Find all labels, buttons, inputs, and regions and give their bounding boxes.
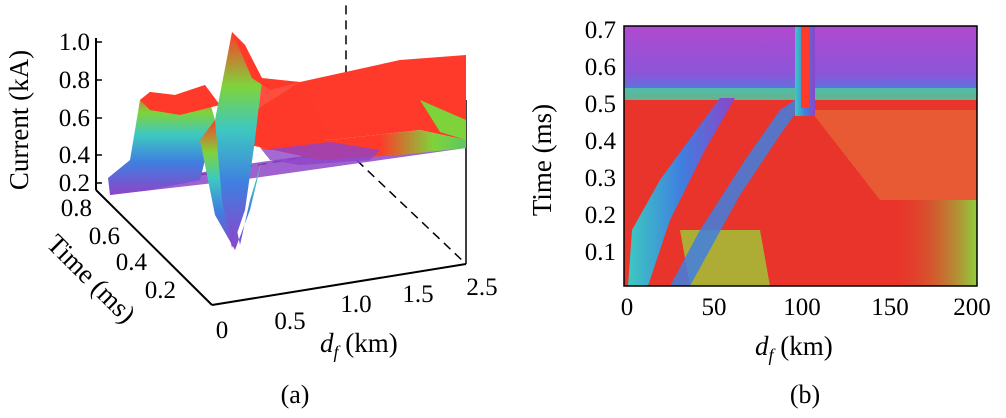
y-tick-label: 0.2 bbox=[585, 202, 616, 229]
panel-label-b: (b) bbox=[790, 380, 820, 409]
df-tick-label: 2.5 bbox=[466, 274, 497, 301]
surface-left-hill-top bbox=[140, 85, 220, 115]
time-axis-line bbox=[95, 189, 213, 306]
y-tick-label: 0.4 bbox=[585, 128, 617, 155]
panel-b: 0.1 0.2 0.3 0.4 0.5 0.6 0.7 Time (ms) 0 … bbox=[527, 17, 991, 409]
z-tick-label: 0.4 bbox=[59, 142, 91, 169]
y-tick-label: 0.7 bbox=[585, 17, 616, 44]
time-tick-label: 0.2 bbox=[145, 277, 176, 304]
heatmap bbox=[624, 26, 977, 286]
df-tick-label: 1.0 bbox=[340, 291, 371, 318]
time-tick-label: 0.6 bbox=[89, 223, 120, 250]
time-tick-label: 0.4 bbox=[116, 249, 148, 276]
x-tick-label: 0 bbox=[621, 294, 634, 321]
z-axis-title: Current (kA) bbox=[4, 50, 34, 190]
surface-right-edge-green bbox=[420, 100, 466, 140]
x-tick-label: 50 bbox=[702, 294, 727, 321]
df-tick-label: 1.5 bbox=[402, 281, 433, 308]
df-tick-label: 0 bbox=[216, 317, 229, 344]
surface-right-slope bbox=[255, 80, 330, 150]
df-axis-line bbox=[211, 263, 467, 306]
x-tick-label: 150 bbox=[871, 294, 909, 321]
surface-mesh bbox=[108, 32, 466, 250]
surface-front-purple bbox=[262, 142, 380, 165]
x-tick-label: 100 bbox=[783, 294, 821, 321]
heatmap-x-ticks: 0 50 100 150 200 bbox=[621, 294, 991, 321]
panel-a: 1.0 0.8 0.6 0.4 0.2 Current (kA) 0.8 0.6… bbox=[4, 0, 498, 409]
panel-label-a: (a) bbox=[281, 380, 310, 409]
y-tick-label: 0.5 bbox=[585, 91, 616, 118]
time-ticks: 0.8 0.6 0.4 0.2 bbox=[61, 195, 176, 304]
surface-main-peak-top bbox=[232, 32, 300, 90]
heatmap-frame bbox=[623, 25, 978, 287]
time-tick-label: 0.8 bbox=[61, 195, 92, 222]
heatmap-y-title: Time (ms) bbox=[527, 104, 557, 216]
heatmap-region-right-green bbox=[890, 200, 977, 286]
z-tick-label: 1.0 bbox=[59, 29, 90, 56]
x-tick-label: 200 bbox=[953, 294, 991, 321]
z-tick-label: 0.6 bbox=[59, 105, 90, 132]
heatmap-x-title: df (km) bbox=[755, 331, 833, 365]
y-tick-label: 0.1 bbox=[585, 239, 616, 266]
y-tick-label: 0.6 bbox=[585, 54, 616, 81]
z-ticks: 1.0 0.8 0.6 0.4 0.2 bbox=[59, 29, 102, 197]
y-tick-label: 0.3 bbox=[585, 165, 616, 192]
df-ticks: 0 0.5 1.0 1.5 2.5 bbox=[216, 274, 498, 344]
heatmap-vertical-band-core bbox=[801, 26, 809, 108]
surface-main-peak bbox=[215, 32, 262, 248]
surface-trough bbox=[200, 120, 262, 250]
z-tick-label: 0.8 bbox=[59, 67, 90, 94]
heatmap-orange-wedge bbox=[810, 110, 977, 200]
df-tick-label: 0.5 bbox=[274, 308, 305, 335]
z-tick-label: 0.2 bbox=[59, 170, 90, 197]
box-floor-diagonal bbox=[345, 149, 467, 265]
heatmap-wavefront-right bbox=[670, 100, 805, 286]
heatmap-y-ticks: 0.1 0.2 0.3 0.4 0.5 0.6 0.7 bbox=[585, 17, 617, 266]
df-axis-title: df (km) bbox=[320, 328, 398, 362]
heatmap-wavefront bbox=[628, 98, 735, 286]
